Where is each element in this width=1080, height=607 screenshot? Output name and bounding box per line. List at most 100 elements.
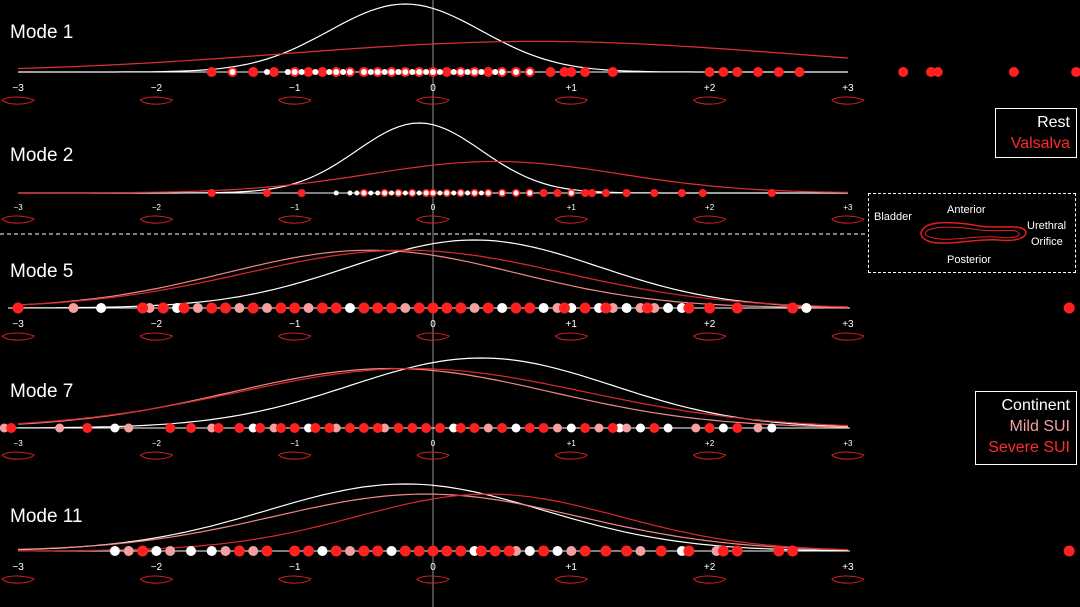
data-point-valsalva <box>622 189 631 197</box>
tick-label: +3 <box>843 203 853 212</box>
legend-rest-label: Rest <box>1037 114 1070 131</box>
data-point-severe-sui <box>255 423 266 433</box>
data-point-continent <box>511 423 521 433</box>
data-point-mild-sui <box>594 423 604 433</box>
data-point-severe-sui <box>510 302 522 314</box>
urethra-glyph <box>1 451 35 460</box>
data-point-mild-sui <box>345 546 355 556</box>
legend-severe-sui-label: Severe SUI <box>988 439 1070 456</box>
urethra-glyph <box>1 96 35 105</box>
urethra-glyph <box>1 215 35 224</box>
data-point-rest <box>513 69 519 75</box>
data-point-rest <box>457 69 464 75</box>
tick-label: −1 <box>290 439 300 448</box>
data-point-mild-sui <box>220 546 231 556</box>
urethra-glyph <box>416 215 450 224</box>
data-point-severe-sui <box>213 423 224 433</box>
tick-label: −1 <box>290 203 300 212</box>
urethra-glyph <box>139 96 174 105</box>
urethra-glyph <box>692 215 727 224</box>
urethra-glyph <box>1 332 35 341</box>
diagram-label-posterior: Posterior <box>947 254 992 266</box>
data-point-continent <box>636 423 645 433</box>
data-point-severe-sui <box>524 302 536 314</box>
data-point-rest <box>375 190 381 196</box>
data-point-continent <box>386 546 397 556</box>
data-point-severe-sui <box>345 423 355 433</box>
data-point-rest <box>333 69 340 75</box>
data-point-continent <box>663 423 673 433</box>
data-point-rest <box>465 190 471 196</box>
data-point-severe-sui <box>407 423 418 433</box>
urethra-glyph <box>1 575 35 584</box>
urethra-glyph <box>416 332 450 341</box>
tick-label: 0 <box>430 562 436 573</box>
data-point-valsalva <box>588 189 596 197</box>
data-point-severe-sui <box>455 423 466 433</box>
data-point-severe-sui <box>434 423 445 433</box>
data-point-severe-sui <box>427 302 439 314</box>
data-point-rest <box>347 69 353 75</box>
data-point-severe-sui <box>275 302 287 314</box>
data-point-continent <box>524 546 535 556</box>
data-point-severe-sui <box>330 545 342 557</box>
data-point-valsalva <box>580 67 591 77</box>
data-point-valsalva <box>1071 67 1080 77</box>
data-point-rest <box>381 69 388 75</box>
data-point-rest <box>298 69 305 75</box>
data-point-severe-sui <box>220 302 231 314</box>
data-point-severe-sui <box>289 545 301 557</box>
data-point-mild-sui <box>55 423 65 433</box>
density-curve-valsalva <box>18 160 848 194</box>
diagram-label-bladder: Bladder <box>874 211 912 223</box>
data-point-rest <box>402 190 408 196</box>
data-point-mild-sui <box>124 423 134 433</box>
urethra-glyph <box>554 451 589 460</box>
data-point-mild-sui <box>566 546 577 556</box>
diagram-label-urethral: Urethral <box>1027 220 1067 232</box>
urethra-glyph <box>692 575 727 584</box>
data-point-severe-sui <box>310 423 321 433</box>
data-point-continent <box>304 423 313 433</box>
data-point-severe-sui <box>1063 545 1075 557</box>
data-point-severe-sui <box>732 423 743 433</box>
tick-label: −3 <box>14 439 24 448</box>
data-point-severe-sui <box>427 545 439 557</box>
urethra-glyph <box>139 332 174 341</box>
data-point-rest <box>451 190 457 196</box>
data-point-rest <box>430 190 436 196</box>
data-point-mild-sui <box>0 423 9 433</box>
tick-label: +2 <box>705 439 715 448</box>
data-point-rest <box>444 190 450 196</box>
urethra-glyph <box>831 575 865 584</box>
data-point-severe-sui <box>455 545 467 557</box>
density-curve-continent <box>18 483 848 552</box>
data-point-continent <box>801 303 812 313</box>
tick-label: +3 <box>842 562 854 573</box>
data-point-rest <box>472 190 477 196</box>
urethra-glyph <box>277 96 312 105</box>
data-point-valsalva <box>773 67 784 77</box>
mode-title: Mode 5 <box>10 261 73 282</box>
urethra-glyph <box>692 451 727 460</box>
data-point-rest <box>492 69 499 75</box>
data-point-mild-sui <box>207 423 217 433</box>
mode-title: Mode 11 <box>10 506 83 527</box>
urethra-glyph <box>831 96 865 105</box>
data-point-severe-sui <box>372 423 383 433</box>
data-point-valsalva <box>207 189 216 197</box>
data-point-severe-sui <box>358 545 370 557</box>
tick-label: +2 <box>705 203 715 212</box>
data-point-severe-sui <box>649 423 660 433</box>
data-point-severe-sui <box>330 302 342 314</box>
data-point-mild-sui <box>469 303 480 313</box>
data-point-valsalva <box>483 67 494 77</box>
tick-label: +2 <box>704 83 716 94</box>
data-point-continent <box>110 423 120 433</box>
tick-label: +1 <box>566 83 578 94</box>
data-point-continent <box>248 423 258 433</box>
data-point-rest <box>464 69 471 75</box>
data-point-valsalva <box>753 67 763 77</box>
legend-mild-sui-label: Mild SUI <box>1009 418 1070 435</box>
urethra-glyph <box>139 575 174 584</box>
